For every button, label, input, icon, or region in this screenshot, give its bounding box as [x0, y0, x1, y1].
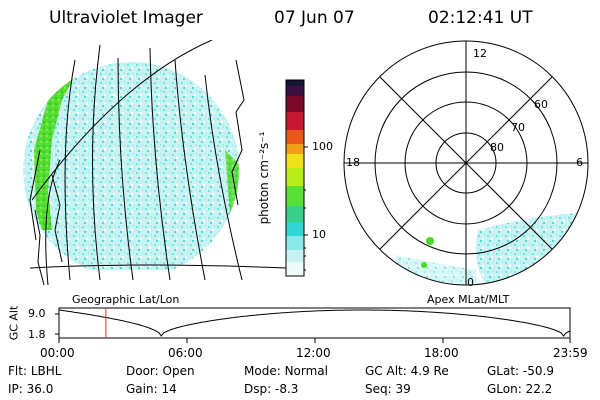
status-glon: GLon: 22.2 [487, 382, 553, 396]
mlt-label-6: 6 [576, 156, 583, 169]
altitude-axis-label: GC Alt [7, 305, 21, 341]
polar-plot [343, 40, 589, 286]
mlt-label-18: 18 [346, 156, 360, 169]
mlat-label-80: 80 [490, 141, 504, 154]
colorbar-tick-10: 10 [312, 228, 326, 241]
colorbar-unit-label: photon cm⁻²s⁻¹ [257, 131, 271, 225]
colorbar [285, 79, 308, 277]
mlat-label-60: 60 [534, 98, 548, 111]
date-label: 07 Jun 07 [274, 8, 355, 28]
mlt-label-0: 0 [467, 276, 474, 289]
time-tick-1800: 18:00 [424, 346, 459, 360]
status-flt: Flt: LBHL [8, 364, 62, 378]
time-tick-1200: 12:00 [296, 346, 331, 360]
time-tick-0600: 06:00 [168, 346, 203, 360]
status-door: Door: Open [126, 364, 195, 378]
mlt-label-12: 12 [473, 47, 487, 60]
status-ip: IP: 36.0 [8, 382, 54, 396]
apex-caption: Apex MLat/MLT [427, 293, 510, 306]
altitude-tick-low: 1.8 [28, 328, 46, 341]
altitude-panel [55, 307, 571, 343]
geographic-grid [29, 40, 287, 286]
altitude-tick-high: 9.0 [28, 307, 46, 320]
colorbar-tick-100: 100 [312, 140, 333, 153]
mlat-label-70: 70 [511, 121, 525, 134]
time-tick-0000: 00:00 [40, 346, 75, 360]
status-seq: Seq: 39 [365, 382, 411, 396]
time-label: 02:12:41 UT [428, 8, 533, 28]
status-dsp: Dsp: -8.3 [244, 382, 299, 396]
status-mode: Mode: Normal [244, 364, 328, 378]
status-glat: GLat: -50.9 [487, 364, 554, 378]
instrument-title: Ultraviolet Imager [49, 8, 203, 28]
time-tick-2359: 23:59 [553, 346, 588, 360]
geographic-caption: Geographic Lat/Lon [72, 293, 180, 306]
status-gain: Gain: 14 [126, 382, 177, 396]
status-gc-alt: GC Alt: 4.9 Re [365, 364, 449, 378]
